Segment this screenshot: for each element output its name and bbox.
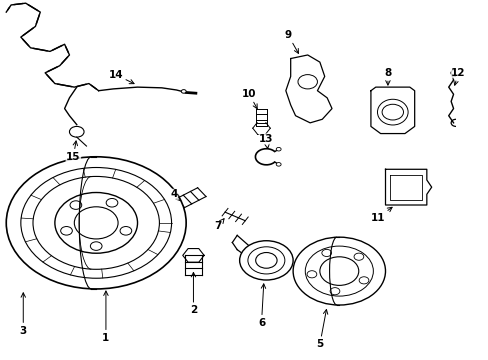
Circle shape [61, 226, 72, 235]
Text: 2: 2 [189, 273, 197, 315]
Circle shape [21, 167, 171, 278]
Circle shape [305, 246, 372, 296]
Text: 11: 11 [370, 207, 391, 222]
Circle shape [120, 226, 131, 235]
Circle shape [358, 277, 368, 284]
Circle shape [70, 201, 81, 210]
Circle shape [55, 193, 137, 253]
Circle shape [255, 252, 277, 268]
Circle shape [306, 271, 316, 278]
Circle shape [292, 237, 385, 305]
Text: 1: 1 [102, 291, 109, 343]
Circle shape [69, 126, 84, 137]
Circle shape [319, 257, 358, 285]
Circle shape [276, 163, 281, 166]
Circle shape [74, 207, 118, 239]
Circle shape [247, 247, 285, 274]
Text: 5: 5 [316, 310, 327, 349]
Circle shape [381, 104, 403, 120]
Circle shape [90, 242, 102, 250]
Circle shape [276, 147, 281, 151]
Text: 9: 9 [284, 30, 298, 53]
Text: 3: 3 [20, 293, 27, 336]
Text: 8: 8 [384, 68, 391, 85]
Circle shape [353, 253, 363, 260]
Text: 15: 15 [66, 141, 81, 162]
Text: 14: 14 [108, 69, 134, 84]
Circle shape [181, 90, 186, 93]
Circle shape [239, 241, 292, 280]
Circle shape [297, 75, 317, 89]
Circle shape [33, 176, 159, 269]
Text: 6: 6 [257, 284, 265, 328]
Text: 4: 4 [170, 189, 180, 201]
Text: 7: 7 [214, 219, 224, 231]
Circle shape [106, 198, 118, 207]
Text: 12: 12 [450, 68, 465, 85]
Circle shape [329, 288, 339, 295]
Text: 10: 10 [242, 89, 257, 109]
Circle shape [6, 157, 186, 289]
Text: 13: 13 [259, 134, 273, 149]
Circle shape [321, 249, 331, 257]
